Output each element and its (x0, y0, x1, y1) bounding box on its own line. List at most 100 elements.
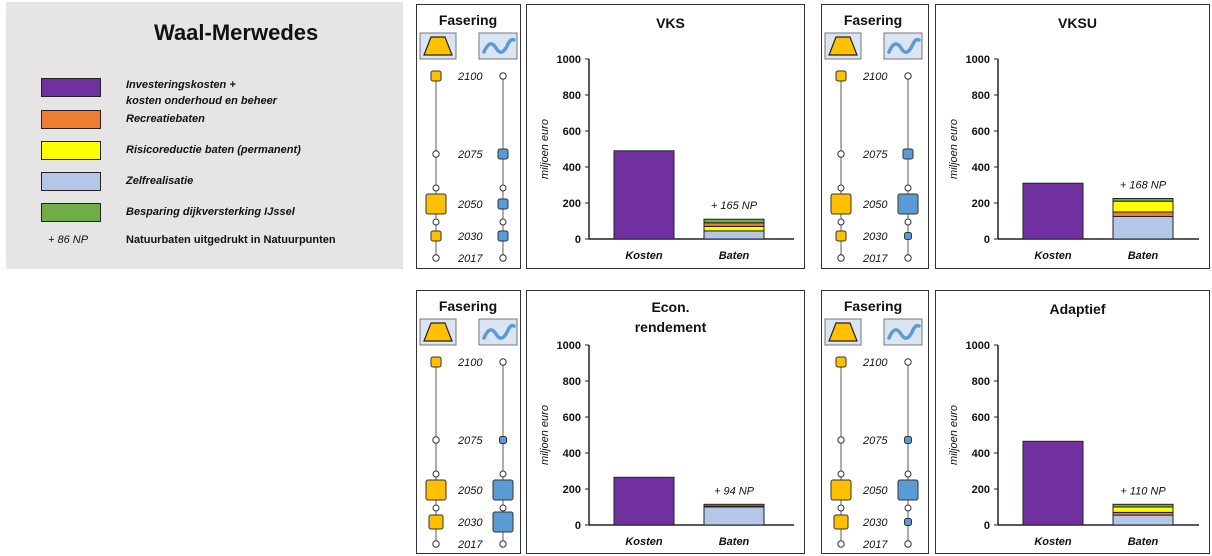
x-tick-label-vksu-baten: Baten (1128, 250, 1159, 262)
chart-title-econ-line-1: rendement (635, 319, 707, 335)
river-node-vksu-2017 (904, 254, 912, 262)
fasering-title-adaptief: Fasering (844, 298, 902, 314)
dike-measure-econ-2030 (428, 514, 444, 530)
river-measure-econ-2075 (499, 436, 507, 444)
river-measure-econ-2030 (492, 511, 514, 533)
chart-title-vks: VKS (656, 15, 685, 31)
legend-swatch-investering (41, 78, 101, 97)
y-tick-label-vksu-1: 200 (972, 198, 990, 210)
dike-measure-vks-2050 (425, 193, 447, 215)
y-tick-label-econ-1: 200 (563, 484, 581, 496)
dike-measure-adaptief-2050 (830, 479, 852, 501)
y-axis-label-vks: miljoen euro (539, 119, 551, 179)
river-measure-vksu-2050 (897, 193, 919, 215)
river-node-econ-2017 (499, 540, 507, 548)
y-tick-label-adaptief-2: 400 (972, 448, 990, 460)
dike-trapezoid-icon-vks (423, 36, 453, 56)
y-tick-label-adaptief-3: 600 (972, 412, 990, 424)
river-node-vks-2017 (499, 254, 507, 262)
y-tick-label-econ-5: 1000 (557, 340, 581, 352)
river-measure-econ-2050 (492, 479, 514, 501)
year-label-vksu-2075: 2075 (862, 149, 888, 161)
dike-node-econ-2017 (432, 540, 440, 548)
river-node-econ-mid-b (499, 504, 507, 512)
y-axis-label-adaptief: miljoen euro (948, 405, 960, 465)
legend-label-recreatie: Recreatiebaten (126, 113, 205, 125)
dike-node-adaptief-mid-a (837, 470, 845, 478)
year-label-econ-2050: 2050 (457, 485, 483, 497)
y-axis-label-vksu: miljoen euro (948, 119, 960, 179)
y-tick-label-vksu-5: 1000 (966, 54, 990, 66)
fasering-title-econ: Fasering (439, 298, 497, 314)
y-tick-label-vksu-4: 800 (972, 90, 990, 102)
y-tick-label-vks-2: 400 (563, 162, 581, 174)
bar-vksu-kosten-series-0 (1022, 182, 1084, 240)
river-node-vksu-mid-b (904, 218, 912, 226)
legend-swatch-zelfrealisatie (41, 172, 101, 191)
dike-trapezoid-icon-vksu (828, 36, 858, 56)
legend-np-label: Natuurbaten uitgedrukt in Natuurpunten (126, 234, 336, 246)
y-tick-label-vks-1: 200 (563, 198, 581, 210)
river-wave-icon-econ (482, 323, 516, 340)
year-label-vks-2050: 2050 (457, 199, 483, 211)
legend-label-besparing: Besparing dijkversterking IJssel (126, 206, 295, 218)
fasering-title-vksu: Fasering (844, 12, 902, 28)
river-icon-box-vks (478, 32, 518, 60)
river-node-vks-2100 (499, 72, 507, 80)
dike-measure-vks-2100 (430, 70, 442, 82)
y-tick-label-adaptief-1: 200 (972, 484, 990, 496)
bar-vksu-baten-series-4 (1112, 198, 1174, 202)
year-label-vks-2075: 2075 (457, 149, 483, 161)
dike-measure-vksu-2030 (835, 230, 847, 242)
dike-node-adaptief-mid-b (837, 504, 845, 512)
bar-vksu-baten-series-3 (1112, 200, 1174, 213)
bar-vks-baten-series-1 (703, 230, 765, 240)
year-label-vks-2017: 2017 (457, 253, 483, 265)
chart-title-econ-line-0: Econ. (651, 299, 689, 315)
x-tick-label-econ-kosten: Kosten (625, 536, 663, 548)
dike-node-vksu-mid-a (837, 184, 845, 192)
dike-measure-econ-2050 (425, 479, 447, 501)
bar-vksu-baten-series-1 (1112, 216, 1174, 240)
year-label-adaptief-2050: 2050 (862, 485, 888, 497)
dike-node-vksu-2017 (837, 254, 845, 262)
y-tick-label-econ-2: 400 (563, 448, 581, 460)
dike-node-econ-mid-b (432, 504, 440, 512)
year-label-adaptief-2017: 2017 (862, 539, 888, 551)
y-tick-label-vks-0: 0 (575, 234, 581, 246)
river-icon-box-econ (478, 318, 518, 346)
legend-title: Waal-Merwedes (154, 20, 319, 45)
legend-swatch-besparing (41, 203, 101, 222)
bar-adaptief-baten-series-3 (1112, 506, 1174, 513)
bar-vks-baten-series-3 (703, 222, 765, 227)
dike-measure-vks-2030 (430, 230, 442, 242)
dike-measure-vksu-2100 (835, 70, 847, 82)
y-tick-label-adaptief-4: 800 (972, 376, 990, 388)
river-node-adaptief-mid-b (904, 504, 912, 512)
dike-node-vksu-mid-b (837, 218, 845, 226)
year-label-econ-2075: 2075 (457, 435, 483, 447)
year-label-vksu-2017: 2017 (862, 253, 888, 265)
dike-node-vks-mid-a (432, 184, 440, 192)
year-label-vksu-2100: 2100 (862, 71, 888, 83)
y-tick-label-econ-3: 600 (563, 412, 581, 424)
legend-swatch-risicoreductie (41, 141, 101, 160)
year-label-adaptief-2030: 2030 (862, 517, 888, 529)
river-measure-adaptief-2050 (897, 479, 919, 501)
y-axis-label-econ: miljoen euro (539, 405, 551, 465)
y-tick-label-econ-4: 800 (563, 376, 581, 388)
x-tick-label-adaptief-baten: Baten (1128, 536, 1159, 548)
river-node-vksu-mid-a (904, 184, 912, 192)
river-node-vksu-2100 (904, 72, 912, 80)
x-tick-label-vksu-kosten: Kosten (1034, 250, 1072, 262)
dike-trapezoid-icon-adaptief (828, 322, 858, 342)
river-measure-vksu-2075 (902, 148, 914, 160)
river-wave-icon-vks (482, 37, 516, 54)
legend-label-investering-1: Investeringskosten + (126, 79, 236, 91)
bar-vksu-baten-series-2 (1112, 211, 1174, 217)
y-tick-label-vks-5: 1000 (557, 54, 581, 66)
river-node-adaptief-2017 (904, 540, 912, 548)
river-node-econ-mid-a (499, 470, 507, 478)
bar-adaptief-kosten-series-0 (1022, 440, 1084, 526)
year-label-econ-2030: 2030 (457, 517, 483, 529)
